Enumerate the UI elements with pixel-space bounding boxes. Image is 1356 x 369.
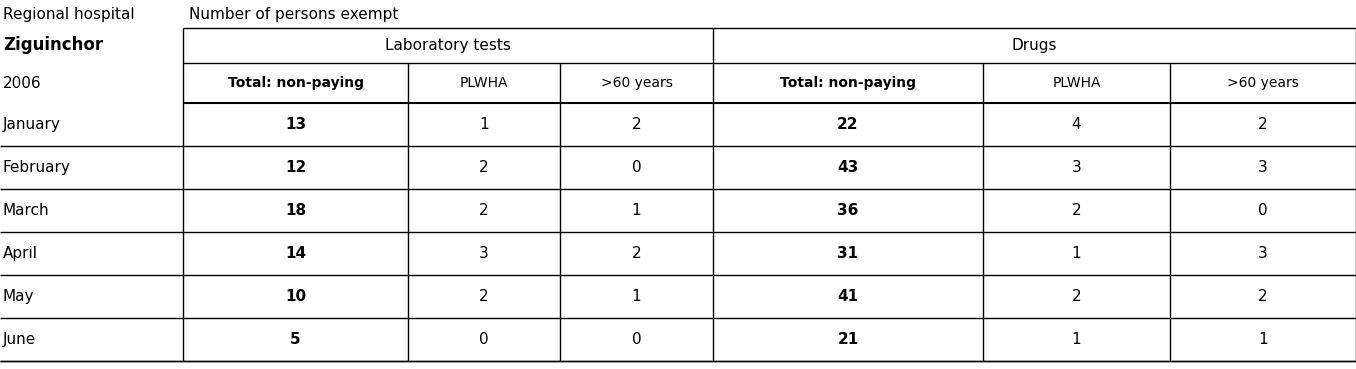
Text: May: May [3, 289, 34, 304]
Text: 3: 3 [1071, 160, 1081, 175]
Text: 3: 3 [479, 246, 490, 261]
Text: January: January [3, 117, 61, 132]
Text: June: June [3, 332, 37, 347]
Text: 10: 10 [285, 289, 306, 304]
Text: 5: 5 [290, 332, 301, 347]
Text: 36: 36 [837, 203, 858, 218]
Text: 3: 3 [1258, 246, 1268, 261]
Text: 2: 2 [1071, 203, 1081, 218]
Text: Drugs: Drugs [1012, 38, 1058, 53]
Text: 2: 2 [479, 203, 488, 218]
Text: 3: 3 [1258, 160, 1268, 175]
Text: 0: 0 [1258, 203, 1268, 218]
Text: Ziguinchor: Ziguinchor [3, 37, 103, 55]
Text: 21: 21 [838, 332, 858, 347]
Text: 2006: 2006 [3, 76, 42, 90]
Text: 41: 41 [838, 289, 858, 304]
Text: 1: 1 [632, 289, 641, 304]
Text: 22: 22 [837, 117, 858, 132]
Text: 43: 43 [838, 160, 858, 175]
Text: February: February [3, 160, 71, 175]
Text: 2: 2 [479, 289, 488, 304]
Text: Number of persons exempt: Number of persons exempt [188, 7, 399, 21]
Text: PLWHA: PLWHA [1052, 76, 1101, 90]
Text: >60 years: >60 years [1227, 76, 1299, 90]
Text: April: April [3, 246, 38, 261]
Text: 0: 0 [632, 332, 641, 347]
Text: 13: 13 [285, 117, 306, 132]
Text: 2: 2 [1258, 117, 1268, 132]
Text: 0: 0 [632, 160, 641, 175]
Text: 18: 18 [285, 203, 306, 218]
Text: 2: 2 [632, 246, 641, 261]
Text: 1: 1 [479, 117, 488, 132]
Text: PLWHA: PLWHA [460, 76, 508, 90]
Text: 2: 2 [632, 117, 641, 132]
Text: 1: 1 [1071, 246, 1081, 261]
Text: 1: 1 [1258, 332, 1268, 347]
Text: 12: 12 [285, 160, 306, 175]
Text: Laboratory tests: Laboratory tests [385, 38, 511, 53]
Text: Total: non-paying: Total: non-paying [780, 76, 917, 90]
Text: Regional hospital: Regional hospital [3, 7, 134, 21]
Text: 1: 1 [1071, 332, 1081, 347]
Text: 0: 0 [479, 332, 488, 347]
Text: 2: 2 [479, 160, 488, 175]
Text: 4: 4 [1071, 117, 1081, 132]
Text: 1: 1 [632, 203, 641, 218]
Text: March: March [3, 203, 50, 218]
Text: >60 years: >60 years [601, 76, 673, 90]
Text: 2: 2 [1258, 289, 1268, 304]
Text: 14: 14 [285, 246, 306, 261]
Text: Total: non-paying: Total: non-paying [228, 76, 363, 90]
Text: 2: 2 [1071, 289, 1081, 304]
Text: 31: 31 [838, 246, 858, 261]
